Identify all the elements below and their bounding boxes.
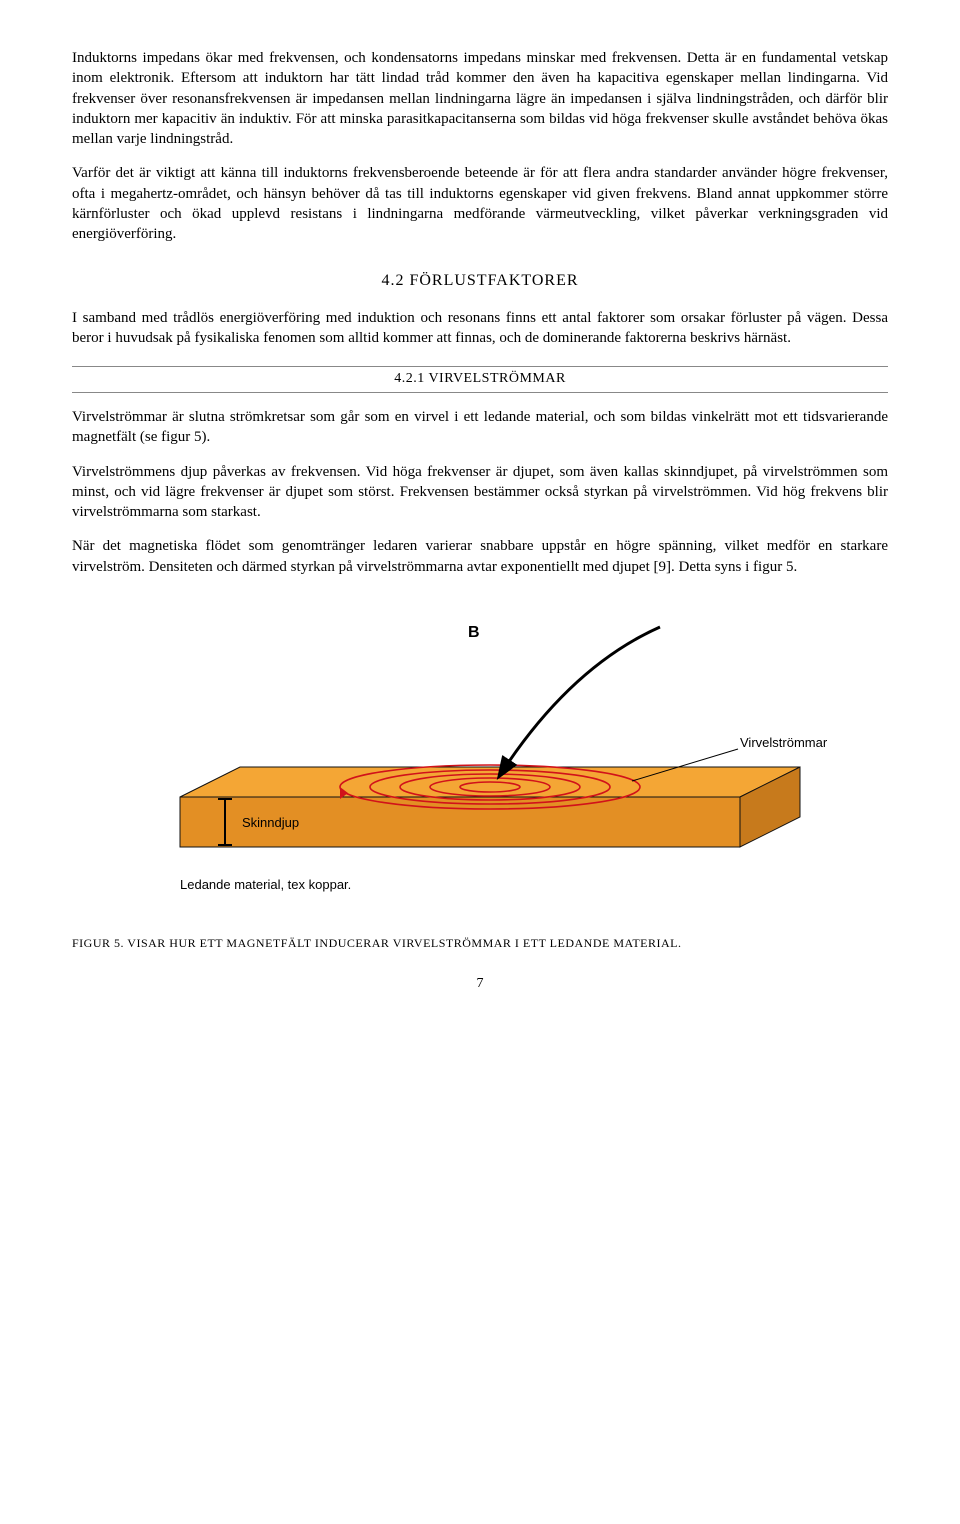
eddy-current-diagram: B Virvelströmmar Skinndjup Ledande material… [100,597,860,917]
svg-text:Ledande material, tex koppar.: Ledande material, tex koppar. [180,877,351,892]
svg-text:Skinndjup: Skinndjup [242,815,299,830]
body-paragraph: Induktorns impedans ökar med frekvensen,… [72,48,888,149]
body-paragraph: Virvelströmmens djup påverkas av frekven… [72,462,888,523]
figure-5: B Virvelströmmar Skinndjup Ledande material… [72,597,888,951]
body-paragraph: I samband med trådlös energiöverföring m… [72,308,888,349]
body-paragraph: Varför det är viktigt att känna till ind… [72,163,888,244]
body-paragraph: Virvelströmmar är slutna strömkretsar so… [72,407,888,448]
body-paragraph: När det magnetiska flödet som genomträng… [72,536,888,577]
svg-text:B: B [468,624,480,641]
page-number: 7 [72,975,888,994]
section-heading-forlustfaktorer: 4.2 FÖRLUSTFAKTORER [72,270,888,292]
figure-caption: FIGUR 5. VISAR HUR ETT MAGNETFÄLT INDUCE… [72,935,888,951]
subsection-rule: 4.2.1 VIRVELSTRÖMMAR [72,366,888,393]
svg-text:Virvelströmmar: Virvelströmmar [740,735,828,750]
subsection-heading-virvelstrommar: 4.2.1 VIRVELSTRÖMMAR [72,370,888,389]
